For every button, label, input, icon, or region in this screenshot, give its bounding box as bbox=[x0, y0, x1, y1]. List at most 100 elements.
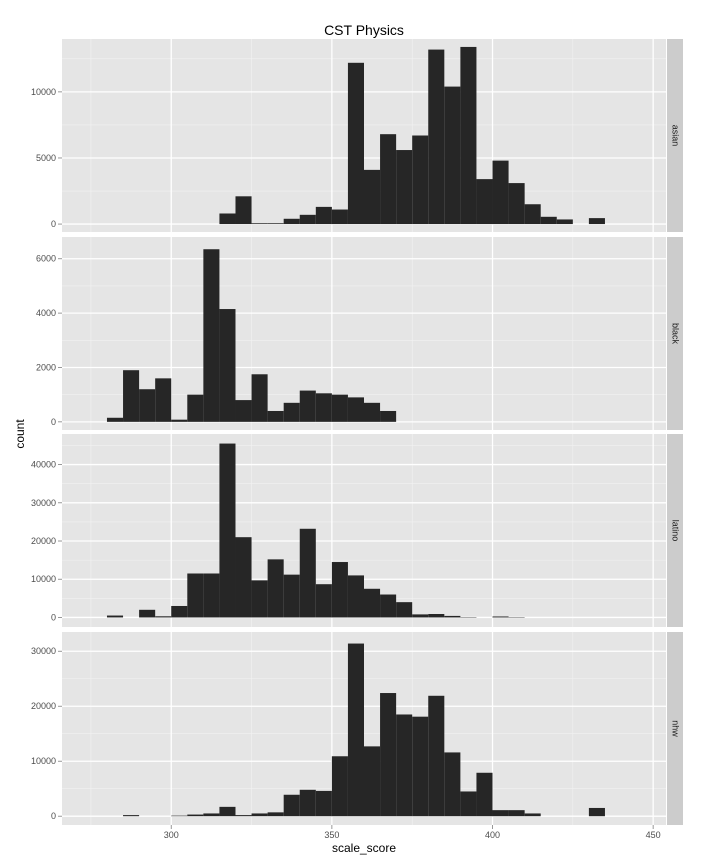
y-tick-label: 4000 bbox=[36, 308, 56, 318]
y-tick-label: 0 bbox=[51, 219, 56, 229]
facet-strip bbox=[667, 237, 683, 430]
facet-strip-label: black bbox=[671, 323, 681, 345]
histogram-bar bbox=[283, 402, 300, 422]
histogram-bar bbox=[444, 615, 461, 618]
histogram-bar bbox=[492, 810, 509, 817]
histogram-bar bbox=[203, 249, 220, 422]
y-tick-label: 6000 bbox=[36, 254, 56, 264]
histogram-bar bbox=[460, 791, 477, 817]
facet-strip-label: asian bbox=[671, 125, 681, 147]
y-tick-label: 30000 bbox=[31, 498, 56, 508]
histogram-bar bbox=[283, 794, 300, 817]
histogram-bar bbox=[299, 789, 316, 817]
panel-nhw: 0 10000 20000 30000 nhw bbox=[31, 632, 683, 825]
histogram-bar bbox=[235, 400, 252, 422]
histogram-bar bbox=[219, 309, 236, 422]
y-tick-label: 10000 bbox=[31, 756, 56, 766]
histogram-bar bbox=[347, 575, 364, 618]
y-tick-label: 2000 bbox=[36, 362, 56, 372]
histogram-bar bbox=[139, 389, 156, 422]
histogram-bar bbox=[267, 812, 284, 817]
histogram-bar bbox=[123, 370, 140, 422]
histogram-bar bbox=[396, 150, 413, 225]
histogram-bar bbox=[476, 772, 493, 817]
histogram-bar bbox=[492, 160, 509, 225]
histogram-bar bbox=[331, 209, 348, 225]
x-tick-label: 300 bbox=[164, 830, 179, 840]
histogram-bar bbox=[347, 643, 364, 817]
y-tick-label: 10000 bbox=[31, 87, 56, 97]
histogram-bar bbox=[428, 695, 445, 817]
histogram-bar bbox=[315, 790, 332, 817]
facet-strip bbox=[667, 39, 683, 232]
histogram-bar bbox=[556, 219, 573, 225]
histogram-bar bbox=[347, 397, 364, 422]
histogram-bar bbox=[235, 537, 252, 618]
histogram-bar bbox=[139, 609, 156, 618]
histogram-bar bbox=[508, 810, 525, 817]
histogram-bar bbox=[155, 616, 172, 618]
histogram-bar bbox=[460, 46, 477, 225]
y-tick-label: 0 bbox=[51, 612, 56, 622]
histogram-bar bbox=[364, 169, 381, 225]
histogram-bar bbox=[476, 179, 493, 225]
histogram-bar bbox=[364, 402, 381, 422]
histogram-bar bbox=[171, 815, 188, 817]
histogram-bar bbox=[219, 213, 236, 225]
y-tick-label: 20000 bbox=[31, 701, 56, 711]
histogram-bar bbox=[251, 580, 268, 618]
histogram-bar bbox=[364, 746, 381, 817]
facet-panels: 0 5000 10000 asian 0 2000 4000 6000 black 0 10000 2… bbox=[31, 39, 683, 825]
histogram-bar bbox=[106, 417, 124, 422]
histogram-bar bbox=[267, 410, 284, 422]
histogram-bar bbox=[444, 752, 461, 817]
facet-strip-label: nhw bbox=[671, 720, 681, 737]
histogram-bar bbox=[187, 814, 204, 817]
histogram-bar bbox=[524, 813, 541, 817]
histogram-bar bbox=[508, 183, 525, 225]
histogram-bar bbox=[380, 693, 397, 817]
histogram-bar bbox=[331, 756, 348, 817]
histogram-bar bbox=[203, 573, 220, 618]
y-axis-title: count bbox=[13, 419, 27, 449]
histogram-bar bbox=[251, 813, 268, 817]
x-axis: 300 350 400 450 bbox=[164, 825, 661, 840]
histogram-bar bbox=[171, 419, 188, 422]
histogram-bar bbox=[524, 204, 541, 225]
histogram-bar bbox=[364, 588, 381, 618]
histogram-bar bbox=[444, 86, 461, 225]
histogram-bar bbox=[331, 394, 348, 422]
histogram-bar bbox=[380, 410, 397, 422]
histogram-bar bbox=[412, 716, 429, 817]
histogram-bar bbox=[267, 559, 284, 618]
histogram-bar bbox=[396, 602, 413, 618]
y-tick-label: 0 bbox=[51, 417, 56, 427]
histogram-bar bbox=[299, 390, 316, 422]
y-tick-label: 40000 bbox=[31, 460, 56, 470]
histogram-bar bbox=[331, 562, 348, 618]
histogram-bar bbox=[588, 218, 605, 225]
histogram-bar bbox=[396, 714, 413, 817]
histogram-bar bbox=[283, 218, 300, 225]
x-tick-label: 450 bbox=[646, 830, 661, 840]
x-tick-label: 400 bbox=[485, 830, 500, 840]
histogram-bar bbox=[315, 584, 332, 618]
facet-strip-label: latino bbox=[671, 520, 681, 542]
histogram-bar bbox=[380, 594, 397, 618]
histogram-bar bbox=[428, 49, 445, 225]
histogram-bar bbox=[219, 806, 236, 817]
chart-title: CST Physics bbox=[324, 22, 404, 38]
x-tick-label: 350 bbox=[324, 830, 339, 840]
histogram-bar bbox=[283, 574, 300, 618]
y-tick-label: 10000 bbox=[31, 574, 56, 584]
y-tick-label: 5000 bbox=[36, 153, 56, 163]
facet-strip bbox=[667, 434, 683, 627]
histogram-bar bbox=[412, 135, 429, 225]
histogram-bar bbox=[380, 134, 397, 225]
histogram-bar bbox=[347, 62, 364, 225]
histogram-bar bbox=[588, 807, 605, 817]
histogram-bar bbox=[123, 815, 140, 817]
histogram-bar bbox=[315, 393, 332, 422]
histogram-bar bbox=[315, 206, 332, 225]
